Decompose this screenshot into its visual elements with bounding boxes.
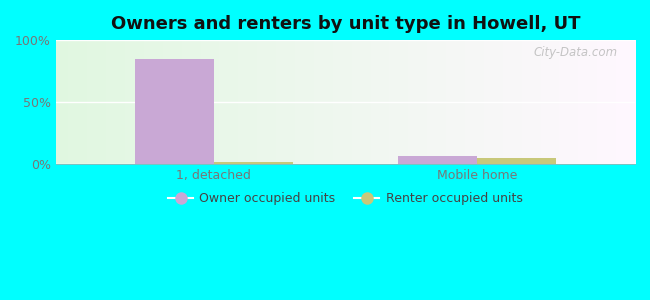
Bar	[398, 155, 477, 164]
Legend: Owner occupied units, Renter occupied units: Owner occupied units, Renter occupied un…	[163, 187, 528, 210]
Title: Owners and renters by unit type in Howell, UT: Owners and renters by unit type in Howel…	[111, 15, 580, 33]
Bar	[477, 158, 556, 164]
Bar	[214, 162, 292, 164]
Bar	[135, 59, 214, 164]
Text: City-Data.com: City-Data.com	[534, 46, 618, 59]
